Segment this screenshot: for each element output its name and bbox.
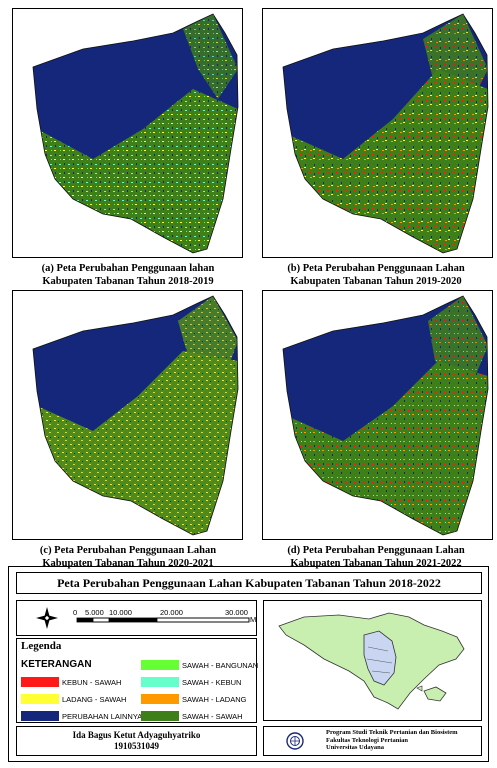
scale-tick-label: 30.000 xyxy=(225,608,248,617)
legend-item: SAWAH - LADANG xyxy=(141,694,246,705)
legend-label: PERUBAHAN LAINNYA xyxy=(62,712,143,721)
caption-line: Kabupaten Tabanan Tahun 2021-2022 xyxy=(290,558,462,569)
institution-line: Fakultas Teknologi Pertanian xyxy=(326,736,408,744)
inset-map-panel xyxy=(263,600,482,721)
legend-swatch xyxy=(141,711,179,721)
map-panel-d xyxy=(262,290,493,540)
scale-tick-label: 0 xyxy=(73,608,77,617)
legend-panel: Legenda KETERANGAN KEBUN - SAWAH LADANG … xyxy=(16,638,258,723)
map-caption-a: (a) Peta Perubahan Penggunaan lahan Kabu… xyxy=(8,262,248,288)
nusa-penida-shape xyxy=(423,686,447,702)
legend-item: KEBUN - SAWAH xyxy=(21,677,121,688)
tabanan-change-map-a xyxy=(32,13,239,254)
legend-item: LADANG - SAWAH xyxy=(21,694,126,705)
legend-swatch xyxy=(21,711,59,721)
university-logo-icon xyxy=(286,732,304,750)
scale-bar-panel: 0 5.000 10.000 20.000 30.000 M xyxy=(16,600,257,636)
legend-label: KEBUN - SAWAH xyxy=(62,678,122,687)
caption-line: (d) Peta Perubahan Penggunaan Lahan xyxy=(287,545,465,556)
legend-swatch xyxy=(141,677,179,687)
layout-title: Peta Perubahan Penggunaan Lahan Kabupate… xyxy=(16,572,482,594)
caption-line: (b) Peta Perubahan Penggunaan Lahan xyxy=(287,263,465,274)
map-caption-b: (b) Peta Perubahan Penggunaan Lahan Kabu… xyxy=(256,262,496,288)
bali-inset-map xyxy=(278,612,465,710)
scale-tick-label: 10.000 xyxy=(109,608,132,617)
institution-line: Universitas Udayana xyxy=(326,744,384,751)
legend-item: PERUBAHAN LAINNYA xyxy=(21,711,142,722)
caption-line: Kabupaten Tabanan Tahun 2019-2020 xyxy=(290,276,462,287)
legend-swatch xyxy=(21,694,59,704)
map-panel-a xyxy=(12,8,243,258)
legend-label: SAWAH - KEBUN xyxy=(182,678,242,687)
caption-line: (c) Peta Perubahan Penggunaan Lahan xyxy=(39,545,217,556)
tabanan-change-map-c xyxy=(32,295,239,536)
scale-tick-label: 5.000 xyxy=(85,608,104,617)
institution-line: Program Studi Teknik Pertanian dan Biosi… xyxy=(326,729,458,736)
caption-line: Kabupaten Tabanan Tahun 2018-2019 xyxy=(42,276,214,287)
layout-frame xyxy=(8,566,489,762)
legend-label: LADANG - SAWAH xyxy=(62,695,127,704)
legend-label: SAWAH - BANGUNAN xyxy=(182,661,259,670)
scale-unit-label: M xyxy=(250,615,256,624)
legend-item: SAWAH - SAWAH xyxy=(141,711,243,722)
legend-swatch xyxy=(141,694,179,704)
tabanan-change-map-b xyxy=(282,13,489,254)
scale-tick-label: 20.000 xyxy=(160,608,183,617)
map-panel-b xyxy=(262,8,493,258)
institution-text: Program Studi Teknik Pertanian dan Biosi… xyxy=(326,729,458,752)
caption-line: Kabupaten Tabanan Tahun 2020-2021 xyxy=(42,558,214,569)
legend-item: SAWAH - KEBUN xyxy=(141,677,241,688)
author-panel: Ida Bagus Ketut Adyaguhyatriko 191053104… xyxy=(16,726,257,756)
legend-subtitle: KETERANGAN xyxy=(21,659,92,670)
caption-line: (a) Peta Perubahan Penggunaan lahan xyxy=(41,263,215,274)
legend-swatch xyxy=(141,660,179,670)
legend-label: SAWAH - LADANG xyxy=(182,695,247,704)
author-id: 1910531049 xyxy=(114,741,159,751)
institution-panel: Program Studi Teknik Pertanian dan Biosi… xyxy=(263,726,482,756)
tabanan-change-map-d xyxy=(282,295,489,536)
map-caption-c: (c) Peta Perubahan Penggunaan Lahan Kabu… xyxy=(8,544,248,570)
tabanan-highlight-shape xyxy=(363,630,397,686)
map-panel-c xyxy=(12,290,243,540)
map-caption-d: (d) Peta Perubahan Penggunaan Lahan Kabu… xyxy=(256,544,496,570)
north-arrow-icon xyxy=(36,607,58,629)
legend-title: Legenda xyxy=(21,640,62,652)
author-name: Ida Bagus Ketut Adyaguhyatriko xyxy=(72,730,201,740)
legend-swatch xyxy=(21,677,59,687)
legend-label: SAWAH - SAWAH xyxy=(182,712,243,721)
scale-bar: 0 5.000 10.000 20.000 30.000 M xyxy=(36,607,256,629)
legend-item: SAWAH - BANGUNAN xyxy=(141,660,258,671)
